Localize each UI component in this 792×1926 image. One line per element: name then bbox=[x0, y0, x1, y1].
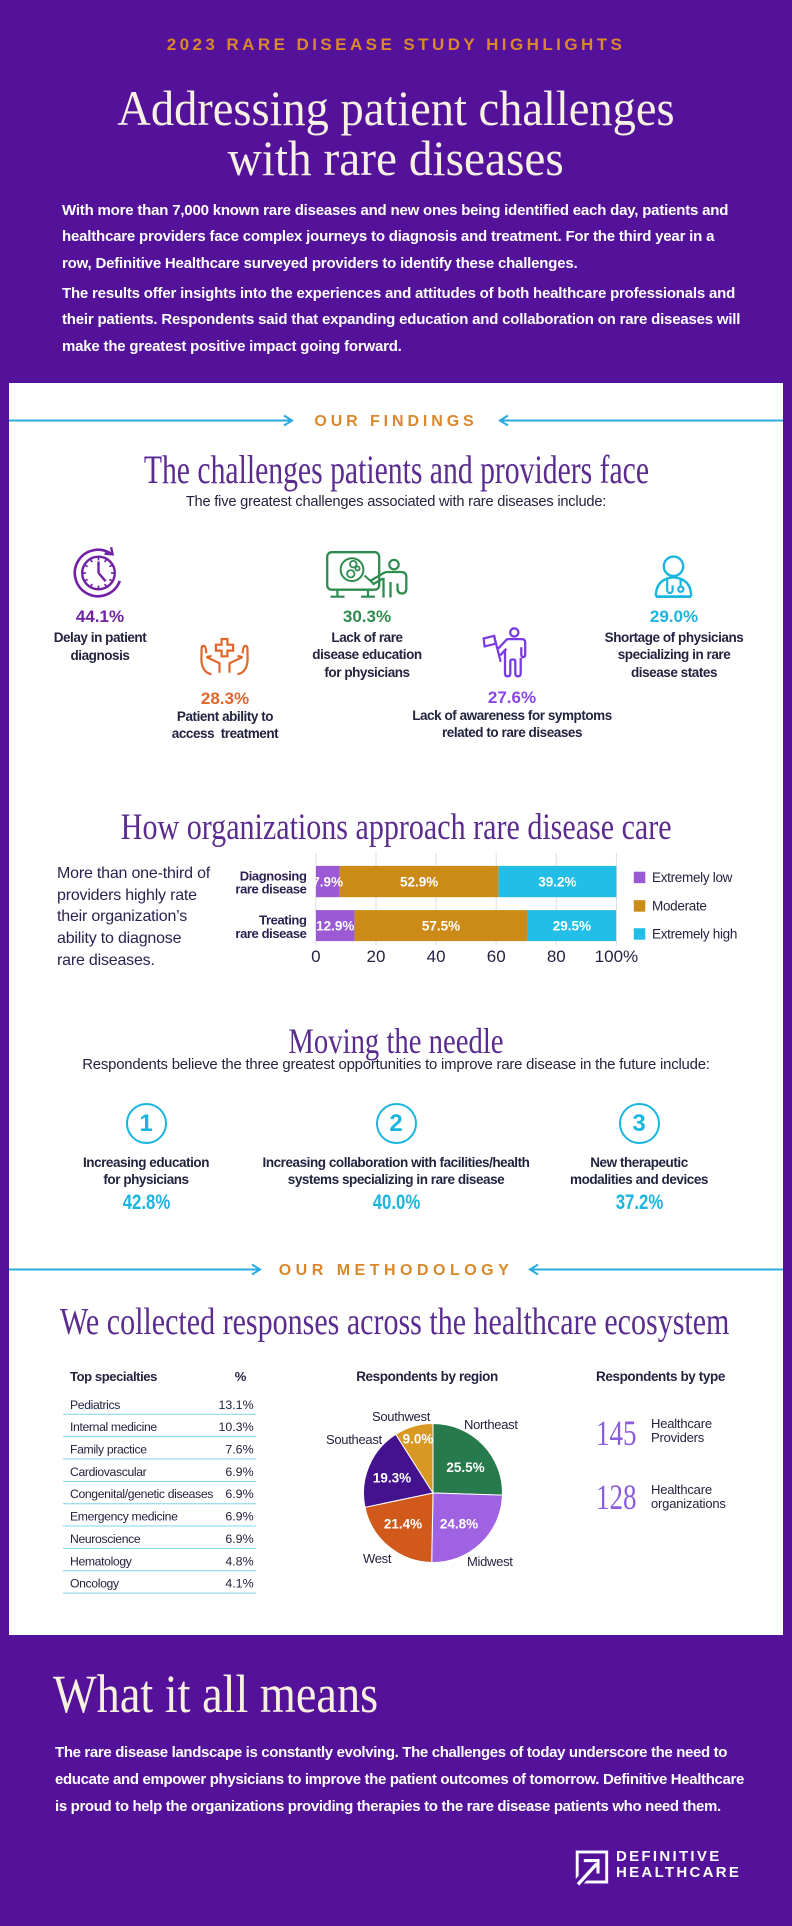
svg-text:20: 20 bbox=[367, 947, 386, 966]
svg-text:80: 80 bbox=[547, 947, 566, 966]
svg-text:24.8%: 24.8% bbox=[440, 1517, 478, 1532]
svg-text:Extremely low: Extremely low bbox=[652, 870, 733, 885]
svg-text:Internal medicine: Internal medicine bbox=[70, 1420, 157, 1434]
svg-text:4.8%: 4.8% bbox=[225, 1554, 253, 1568]
svg-text:9.0%: 9.0% bbox=[403, 1432, 434, 1447]
svg-text:6.9%: 6.9% bbox=[225, 1487, 253, 1501]
svg-text:Oncology: Oncology bbox=[70, 1577, 120, 1591]
svg-text:Cardiovascular: Cardiovascular bbox=[70, 1465, 147, 1479]
svg-text:29.5%: 29.5% bbox=[553, 918, 591, 933]
svg-text:13.1%: 13.1% bbox=[218, 1398, 253, 1412]
svg-text:6.9%: 6.9% bbox=[225, 1532, 253, 1546]
svg-text:19.3%: 19.3% bbox=[373, 1471, 411, 1486]
svg-text:6.9%: 6.9% bbox=[225, 1465, 253, 1479]
svg-text:Treating: Treating bbox=[259, 912, 307, 927]
svg-text:Neuroscience: Neuroscience bbox=[70, 1532, 141, 1546]
svg-text:39.2%: 39.2% bbox=[538, 874, 576, 889]
svg-text:12.9%: 12.9% bbox=[316, 918, 354, 933]
svg-text:57.5%: 57.5% bbox=[422, 918, 460, 933]
svg-text:Family practice: Family practice bbox=[70, 1443, 147, 1457]
svg-text:6.9%: 6.9% bbox=[225, 1510, 253, 1524]
svg-text:7.9%: 7.9% bbox=[312, 874, 343, 889]
svg-text:Pediatrics: Pediatrics bbox=[70, 1398, 120, 1412]
svg-text:rare disease: rare disease bbox=[235, 882, 306, 897]
svg-text:Diagnosing: Diagnosing bbox=[240, 869, 307, 884]
svg-text:Extremely high: Extremely high bbox=[652, 927, 737, 942]
svg-text:7.6%: 7.6% bbox=[225, 1443, 253, 1457]
svg-text:40: 40 bbox=[427, 947, 446, 966]
svg-text:52.9%: 52.9% bbox=[400, 874, 438, 889]
svg-text:60: 60 bbox=[487, 947, 506, 966]
svg-text:100%: 100% bbox=[595, 947, 638, 966]
svg-text:4.1%: 4.1% bbox=[225, 1577, 253, 1591]
svg-text:25.5%: 25.5% bbox=[446, 1460, 484, 1475]
svg-text:10.3%: 10.3% bbox=[218, 1420, 253, 1434]
svg-text:Congenital/genetic diseases: Congenital/genetic diseases bbox=[70, 1487, 213, 1501]
svg-text:21.4%: 21.4% bbox=[384, 1517, 422, 1532]
svg-text:Hematology: Hematology bbox=[70, 1554, 133, 1568]
svg-text:Moderate: Moderate bbox=[652, 899, 707, 914]
svg-text:Emergency medicine: Emergency medicine bbox=[70, 1510, 178, 1524]
svg-text:0: 0 bbox=[311, 947, 320, 966]
svg-text:rare disease: rare disease bbox=[235, 926, 306, 941]
